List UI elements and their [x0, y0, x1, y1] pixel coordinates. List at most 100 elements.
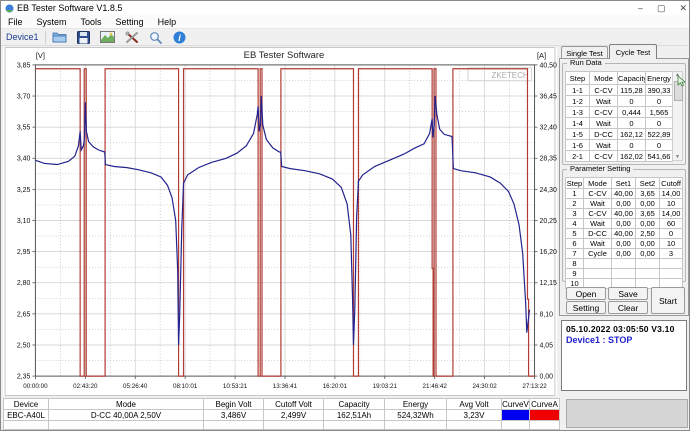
scroll-down-icon[interactable]: ▼ — [675, 154, 680, 160]
cell[interactable]: C-CV — [583, 208, 612, 219]
cell[interactable]: 1-2 — [565, 95, 590, 107]
cell[interactable]: 40,00 — [611, 228, 636, 239]
cell[interactable]: 3 — [659, 248, 683, 259]
cell[interactable]: Wait — [589, 95, 618, 107]
cell[interactable]: 0 — [659, 228, 683, 239]
run-data-row[interactable]: 1-1 C-CV 115,28 390,33 — [565, 84, 673, 96]
parameter-row[interactable]: 1 C-CV 40,00 3,65 14,00 — [565, 188, 683, 199]
menu-setting[interactable]: Setting — [115, 16, 144, 27]
cell[interactable]: 115,28 — [617, 84, 646, 96]
cell[interactable]: 0 — [617, 117, 646, 129]
parameter-row[interactable]: 4 Wait 0,00 0,00 60 — [565, 218, 683, 229]
cell[interactable]: 1-6 — [565, 139, 590, 151]
cell[interactable] — [611, 268, 636, 279]
cell[interactable]: 40,00 — [611, 188, 636, 199]
cell[interactable]: 0,00 — [635, 218, 660, 229]
cell[interactable]: 14,00 — [659, 208, 683, 219]
menu-tools[interactable]: Tools — [80, 16, 102, 27]
cell[interactable]: 9 — [565, 268, 584, 279]
tab-single-test[interactable]: Single Test — [561, 46, 608, 59]
cell[interactable]: 5 — [565, 228, 584, 239]
cell[interactable]: 6 — [565, 238, 584, 249]
cell[interactable]: Cycle — [583, 248, 612, 259]
cell[interactable]: 0,444 — [617, 106, 646, 118]
cell[interactable]: 1-1 — [565, 84, 590, 96]
cell[interactable]: 0,00 — [611, 218, 636, 229]
cell[interactable]: 0 — [645, 139, 673, 151]
cell[interactable]: Wait — [583, 198, 612, 209]
cell[interactable]: C-CV — [589, 150, 618, 162]
cell[interactable] — [611, 258, 636, 269]
tab-cycle-test[interactable]: Cycle Test — [609, 44, 657, 59]
cell[interactable]: 3,65 — [635, 188, 660, 199]
cell[interactable]: Wait — [583, 218, 612, 229]
cell[interactable]: 1-5 — [565, 128, 590, 140]
save-icon[interactable] — [76, 30, 92, 44]
run-data-row[interactable]: 1-6 Wait 0 0 — [565, 139, 673, 151]
start-button[interactable]: Start — [651, 287, 685, 314]
scroll-up-icon[interactable]: ▲ — [675, 72, 680, 78]
cell[interactable]: 10 — [659, 198, 683, 209]
minimize-button[interactable]: – — [637, 3, 643, 13]
open-file-icon[interactable] — [52, 30, 68, 44]
info-icon[interactable]: i — [172, 30, 188, 44]
cell[interactable]: 0,00 — [635, 198, 660, 209]
cell[interactable]: 0 — [645, 95, 673, 107]
cell[interactable]: D-CC — [589, 128, 618, 140]
cell[interactable]: 1-3 — [565, 106, 590, 118]
menu-file[interactable]: File — [8, 16, 23, 27]
cell[interactable]: 10 — [659, 238, 683, 249]
cell[interactable]: 7 — [565, 248, 584, 259]
run-data-row[interactable]: 1-3 C-CV 0,444 1,565 — [565, 106, 673, 118]
parameter-row[interactable]: 8 — [565, 258, 683, 269]
cell[interactable]: 14,00 — [659, 188, 683, 199]
cell[interactable]: 60 — [659, 218, 683, 229]
cell[interactable]: D-CC — [583, 228, 612, 239]
cell[interactable]: 1,565 — [645, 106, 673, 118]
cell[interactable]: 2 — [565, 198, 584, 209]
cell[interactable]: 541,66 — [645, 150, 673, 162]
zoom-icon[interactable] — [148, 30, 164, 44]
device-tab[interactable]: Device1 — [1, 30, 46, 44]
run-data-row[interactable]: 1-5 D-CC 162,12 522,89 — [565, 128, 673, 140]
cell[interactable]: 3,65 — [635, 208, 660, 219]
cell[interactable]: 0,00 — [635, 248, 660, 259]
parameter-row[interactable]: 5 D-CC 40,00 2,50 0 — [565, 228, 683, 239]
menu-system[interactable]: System — [36, 16, 67, 27]
cell[interactable] — [635, 268, 660, 279]
cell[interactable]: 0 — [617, 95, 646, 107]
cell[interactable]: 162,02 — [617, 150, 646, 162]
cell[interactable]: 2,50 — [635, 228, 660, 239]
cell[interactable]: C-CV — [589, 84, 618, 96]
cell[interactable]: C-CV — [589, 106, 618, 118]
cell[interactable] — [659, 268, 683, 279]
maximize-button[interactable]: ▢ — [656, 2, 666, 13]
cell[interactable]: Wait — [589, 139, 618, 151]
cell[interactable]: 3 — [565, 208, 584, 219]
run-data-row[interactable]: 1-2 Wait 0 0 — [565, 95, 673, 107]
cell[interactable]: Wait — [583, 238, 612, 249]
cell[interactable]: 390,33 — [645, 84, 673, 96]
cell[interactable]: 0,00 — [611, 248, 636, 259]
run-data-row[interactable]: 1-4 Wait 0 0 — [565, 117, 673, 129]
open-button[interactable]: Open — [566, 287, 606, 300]
cell[interactable] — [635, 258, 660, 269]
setting-button[interactable]: Setting — [566, 301, 606, 314]
cell[interactable] — [583, 258, 612, 269]
close-button[interactable]: ✕ — [679, 2, 687, 13]
cell[interactable] — [659, 258, 683, 269]
cell[interactable]: 1 — [565, 188, 584, 199]
run-data-row[interactable]: 2-1 C-CV 162,02 541,66 — [565, 150, 673, 162]
cell[interactable]: C-CV — [583, 188, 612, 199]
cell[interactable]: 522,89 — [645, 128, 673, 140]
cell[interactable]: 0,00 — [611, 238, 636, 249]
save-button[interactable]: Save — [608, 287, 648, 300]
cell[interactable]: 1-4 — [565, 117, 590, 129]
cell[interactable]: 0,00 — [611, 198, 636, 209]
menu-help[interactable]: Help — [157, 16, 177, 27]
parameter-row[interactable]: 7 Cycle 0,00 0,00 3 — [565, 248, 683, 259]
cell[interactable]: 162,12 — [617, 128, 646, 140]
parameter-row[interactable]: 2 Wait 0,00 0,00 10 — [565, 198, 683, 209]
graph-export-icon[interactable] — [100, 30, 116, 44]
cell[interactable] — [583, 268, 612, 279]
